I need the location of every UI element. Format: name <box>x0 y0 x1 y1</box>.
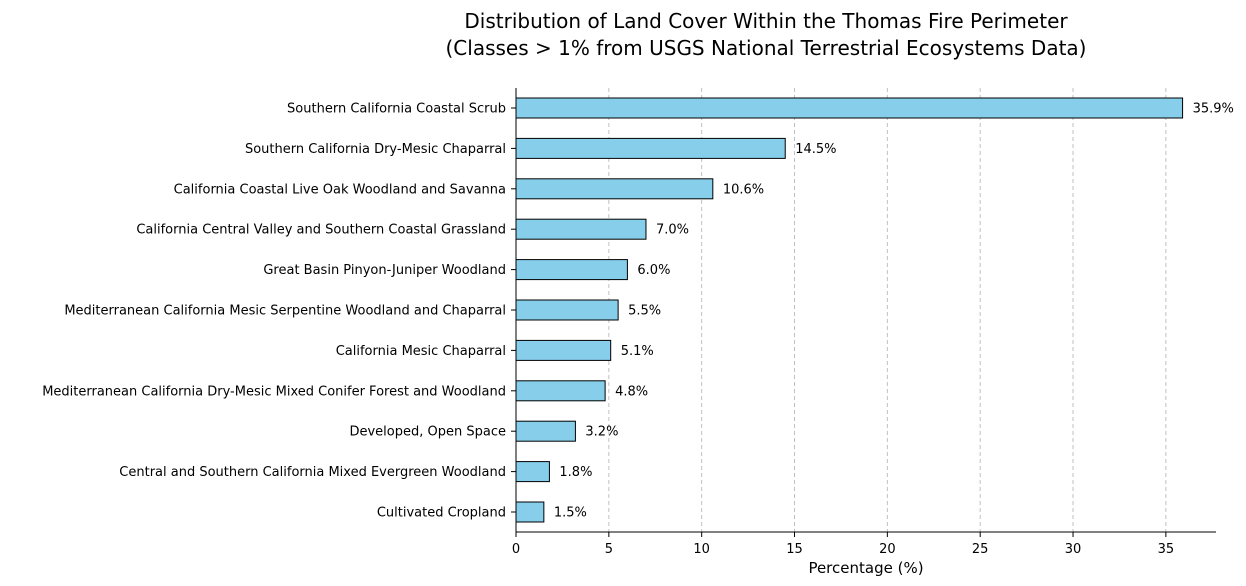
bar <box>515 299 619 321</box>
data-label: 1.5% <box>554 506 587 521</box>
category-label: Southern California Dry-Mesic Chaparral <box>245 142 506 157</box>
bar <box>515 380 606 402</box>
category-label: Central and Southern California Mixed Ev… <box>119 465 506 480</box>
x-tick-label: 35 <box>1158 542 1175 557</box>
data-label: 3.2% <box>585 425 618 440</box>
data-label: 7.0% <box>656 223 689 238</box>
data-label: 1.8% <box>559 465 592 480</box>
bar <box>515 339 612 361</box>
category-label: Developed, Open Space <box>349 425 506 440</box>
bars <box>515 97 1184 523</box>
data-label: 5.5% <box>628 304 661 319</box>
data-label: 6.0% <box>637 263 670 278</box>
data-label: 10.6% <box>723 182 764 197</box>
bar <box>515 501 545 523</box>
category-labels: Southern California Coastal Scrub Souther… <box>42 102 506 521</box>
bar <box>515 420 576 442</box>
axes <box>511 88 1216 533</box>
chart-title: Distribution of Land Cover Within the Th… <box>464 9 1068 33</box>
x-tick-label: 30 <box>1065 542 1082 557</box>
category-label: California Mesic Chaparral <box>336 344 506 359</box>
data-label: 4.8% <box>615 384 648 399</box>
bar <box>515 97 1184 119</box>
x-tick-label: 10 <box>693 542 710 557</box>
x-tick-label: 5 <box>605 542 613 557</box>
chart-subtitle: (Classes > 1% from USGS National Terrest… <box>446 36 1087 60</box>
x-tick-label: 0 <box>512 542 520 557</box>
category-label: Great Basin Pinyon-Juniper Woodland <box>263 263 506 278</box>
x-axis-title: Percentage (%) <box>808 559 923 577</box>
category-label: Mediterranean California Dry-Mesic Mixed… <box>42 384 506 399</box>
category-label: Mediterranean California Mesic Serpentin… <box>64 304 506 319</box>
bar <box>515 178 714 200</box>
bar <box>515 259 628 281</box>
category-label: California Coastal Live Oak Woodland and… <box>174 182 506 197</box>
data-label: 35.9% <box>1193 102 1234 117</box>
x-tick-label: 20 <box>879 542 896 557</box>
grid-lines <box>608 88 1167 532</box>
category-label: California Central Valley and Southern C… <box>136 223 506 238</box>
x-tick-label: 25 <box>972 542 989 557</box>
value-labels: 35.9% 14.5% 10.6% 7.0% 6.0% 5.5% 5.1% 4.8% 3.2% 1… <box>554 102 1234 521</box>
x-ticks: 0 5 10 15 20 25 30 35 <box>512 532 1174 557</box>
data-label: 5.1% <box>621 344 654 359</box>
category-label: Cultivated Cropland <box>377 506 506 521</box>
bar <box>515 137 786 159</box>
data-label: 14.5% <box>795 142 836 157</box>
x-tick-label: 15 <box>786 542 803 557</box>
category-label: Southern California Coastal Scrub <box>287 102 506 117</box>
bar <box>515 461 550 483</box>
bar <box>515 218 647 240</box>
